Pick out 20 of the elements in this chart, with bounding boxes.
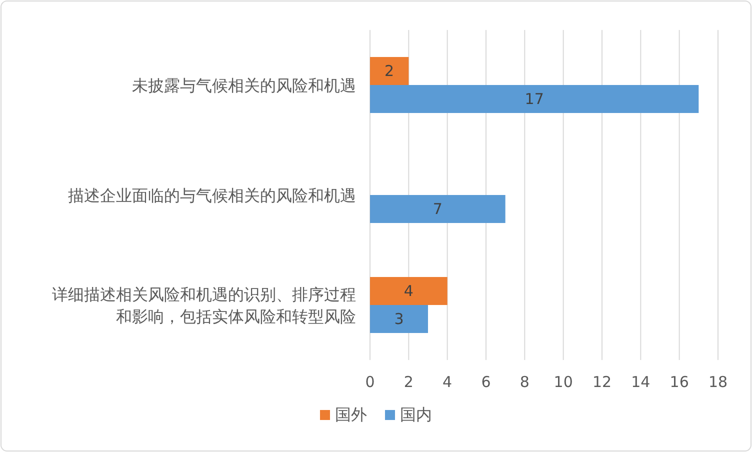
- x-tick-label: 10: [554, 373, 573, 391]
- x-tick-label: 4: [442, 373, 452, 391]
- y-tick-label: 未披露与气候相关的风险和机遇: [132, 76, 356, 95]
- data-label: 4: [404, 282, 414, 300]
- x-tick-label: 8: [520, 373, 530, 391]
- y-tick-label: 详细描述相关风险和机遇的识别、排序过程和影响，包括实体风险和转型风险: [52, 285, 356, 326]
- y-tick-label: 描述企业面临的与气候相关的风险和机遇: [68, 186, 356, 205]
- data-label: 17: [524, 90, 544, 108]
- x-tick-label: 16: [670, 373, 689, 391]
- x-tick-label: 0: [365, 373, 375, 391]
- legend-label: 国外: [335, 405, 367, 424]
- data-label: 2: [384, 62, 394, 80]
- x-tick-label: 2: [404, 373, 414, 391]
- x-tick-label: 18: [708, 373, 728, 391]
- data-label: 7: [432, 200, 442, 218]
- legend-label: 国内: [400, 405, 432, 424]
- data-label: 3: [394, 310, 404, 328]
- x-tick-label: 12: [592, 373, 612, 391]
- x-tick-label: 6: [481, 373, 491, 391]
- x-tick-label: 14: [631, 373, 650, 391]
